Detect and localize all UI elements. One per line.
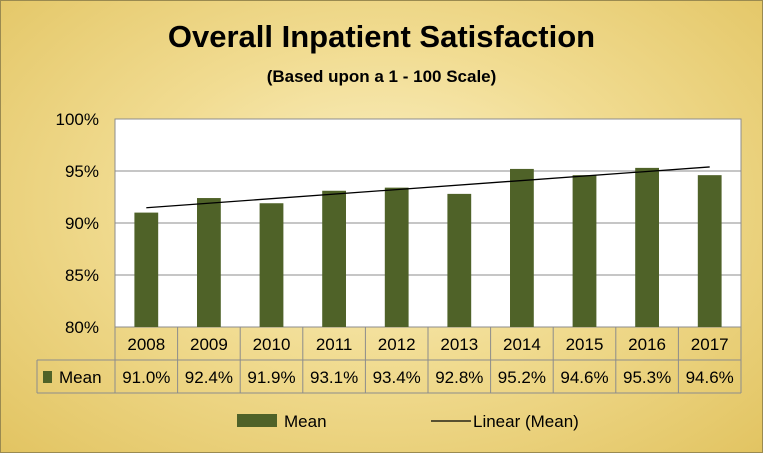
bar — [697, 175, 722, 327]
legend-label-mean: Mean — [284, 412, 327, 431]
trendline — [146, 166, 710, 209]
x-category-label: 2011 — [316, 335, 353, 354]
y-tick-label: 95% — [65, 162, 99, 181]
x-category-label: 2014 — [503, 335, 541, 354]
y-tick-label: 80% — [65, 318, 99, 337]
data-table-value: 92.4% — [185, 368, 233, 387]
chart-title: Overall Inpatient Satisfaction — [167, 19, 596, 54]
data-table-value: 91.0% — [122, 368, 170, 387]
y-tick-label: 90% — [65, 214, 99, 233]
legend-key-mean — [237, 414, 277, 427]
data-table-value: 95.2% — [498, 368, 546, 387]
legend-label-linear: Linear (Mean) — [473, 412, 579, 431]
bar — [635, 167, 659, 327]
data-table-value: 94.6% — [686, 368, 734, 387]
bar — [384, 187, 409, 327]
x-category-label: 2010 — [253, 335, 291, 354]
bar — [259, 203, 284, 327]
chart-subtitle: (Based upon a 1 - 100 Scale) — [266, 67, 497, 86]
x-category-label: 2008 — [127, 335, 165, 354]
data-table-value: 93.1% — [310, 368, 358, 387]
data-table-value: 92.8% — [435, 368, 483, 387]
x-category-label: 2016 — [628, 335, 666, 354]
bar — [510, 168, 534, 327]
bar — [134, 212, 159, 327]
y-tick-label: 100% — [56, 110, 99, 129]
bar — [572, 175, 597, 327]
x-category-label: 2017 — [691, 335, 729, 354]
x-category-label: 2012 — [378, 335, 416, 354]
table-series-name: Mean — [59, 368, 102, 387]
x-category-label: 2015 — [566, 335, 604, 354]
data-table-value: 94.6% — [560, 368, 608, 387]
bar — [447, 193, 472, 327]
data-table-value: 91.9% — [247, 368, 295, 387]
bar — [197, 198, 221, 327]
data-table-value: 95.3% — [623, 368, 671, 387]
table-legend-key — [43, 371, 52, 383]
data-table-value: 93.4% — [373, 368, 421, 387]
y-tick-label: 85% — [65, 266, 99, 285]
bar — [322, 190, 346, 327]
x-category-label: 2009 — [190, 335, 228, 354]
x-category-label: 2013 — [440, 335, 478, 354]
